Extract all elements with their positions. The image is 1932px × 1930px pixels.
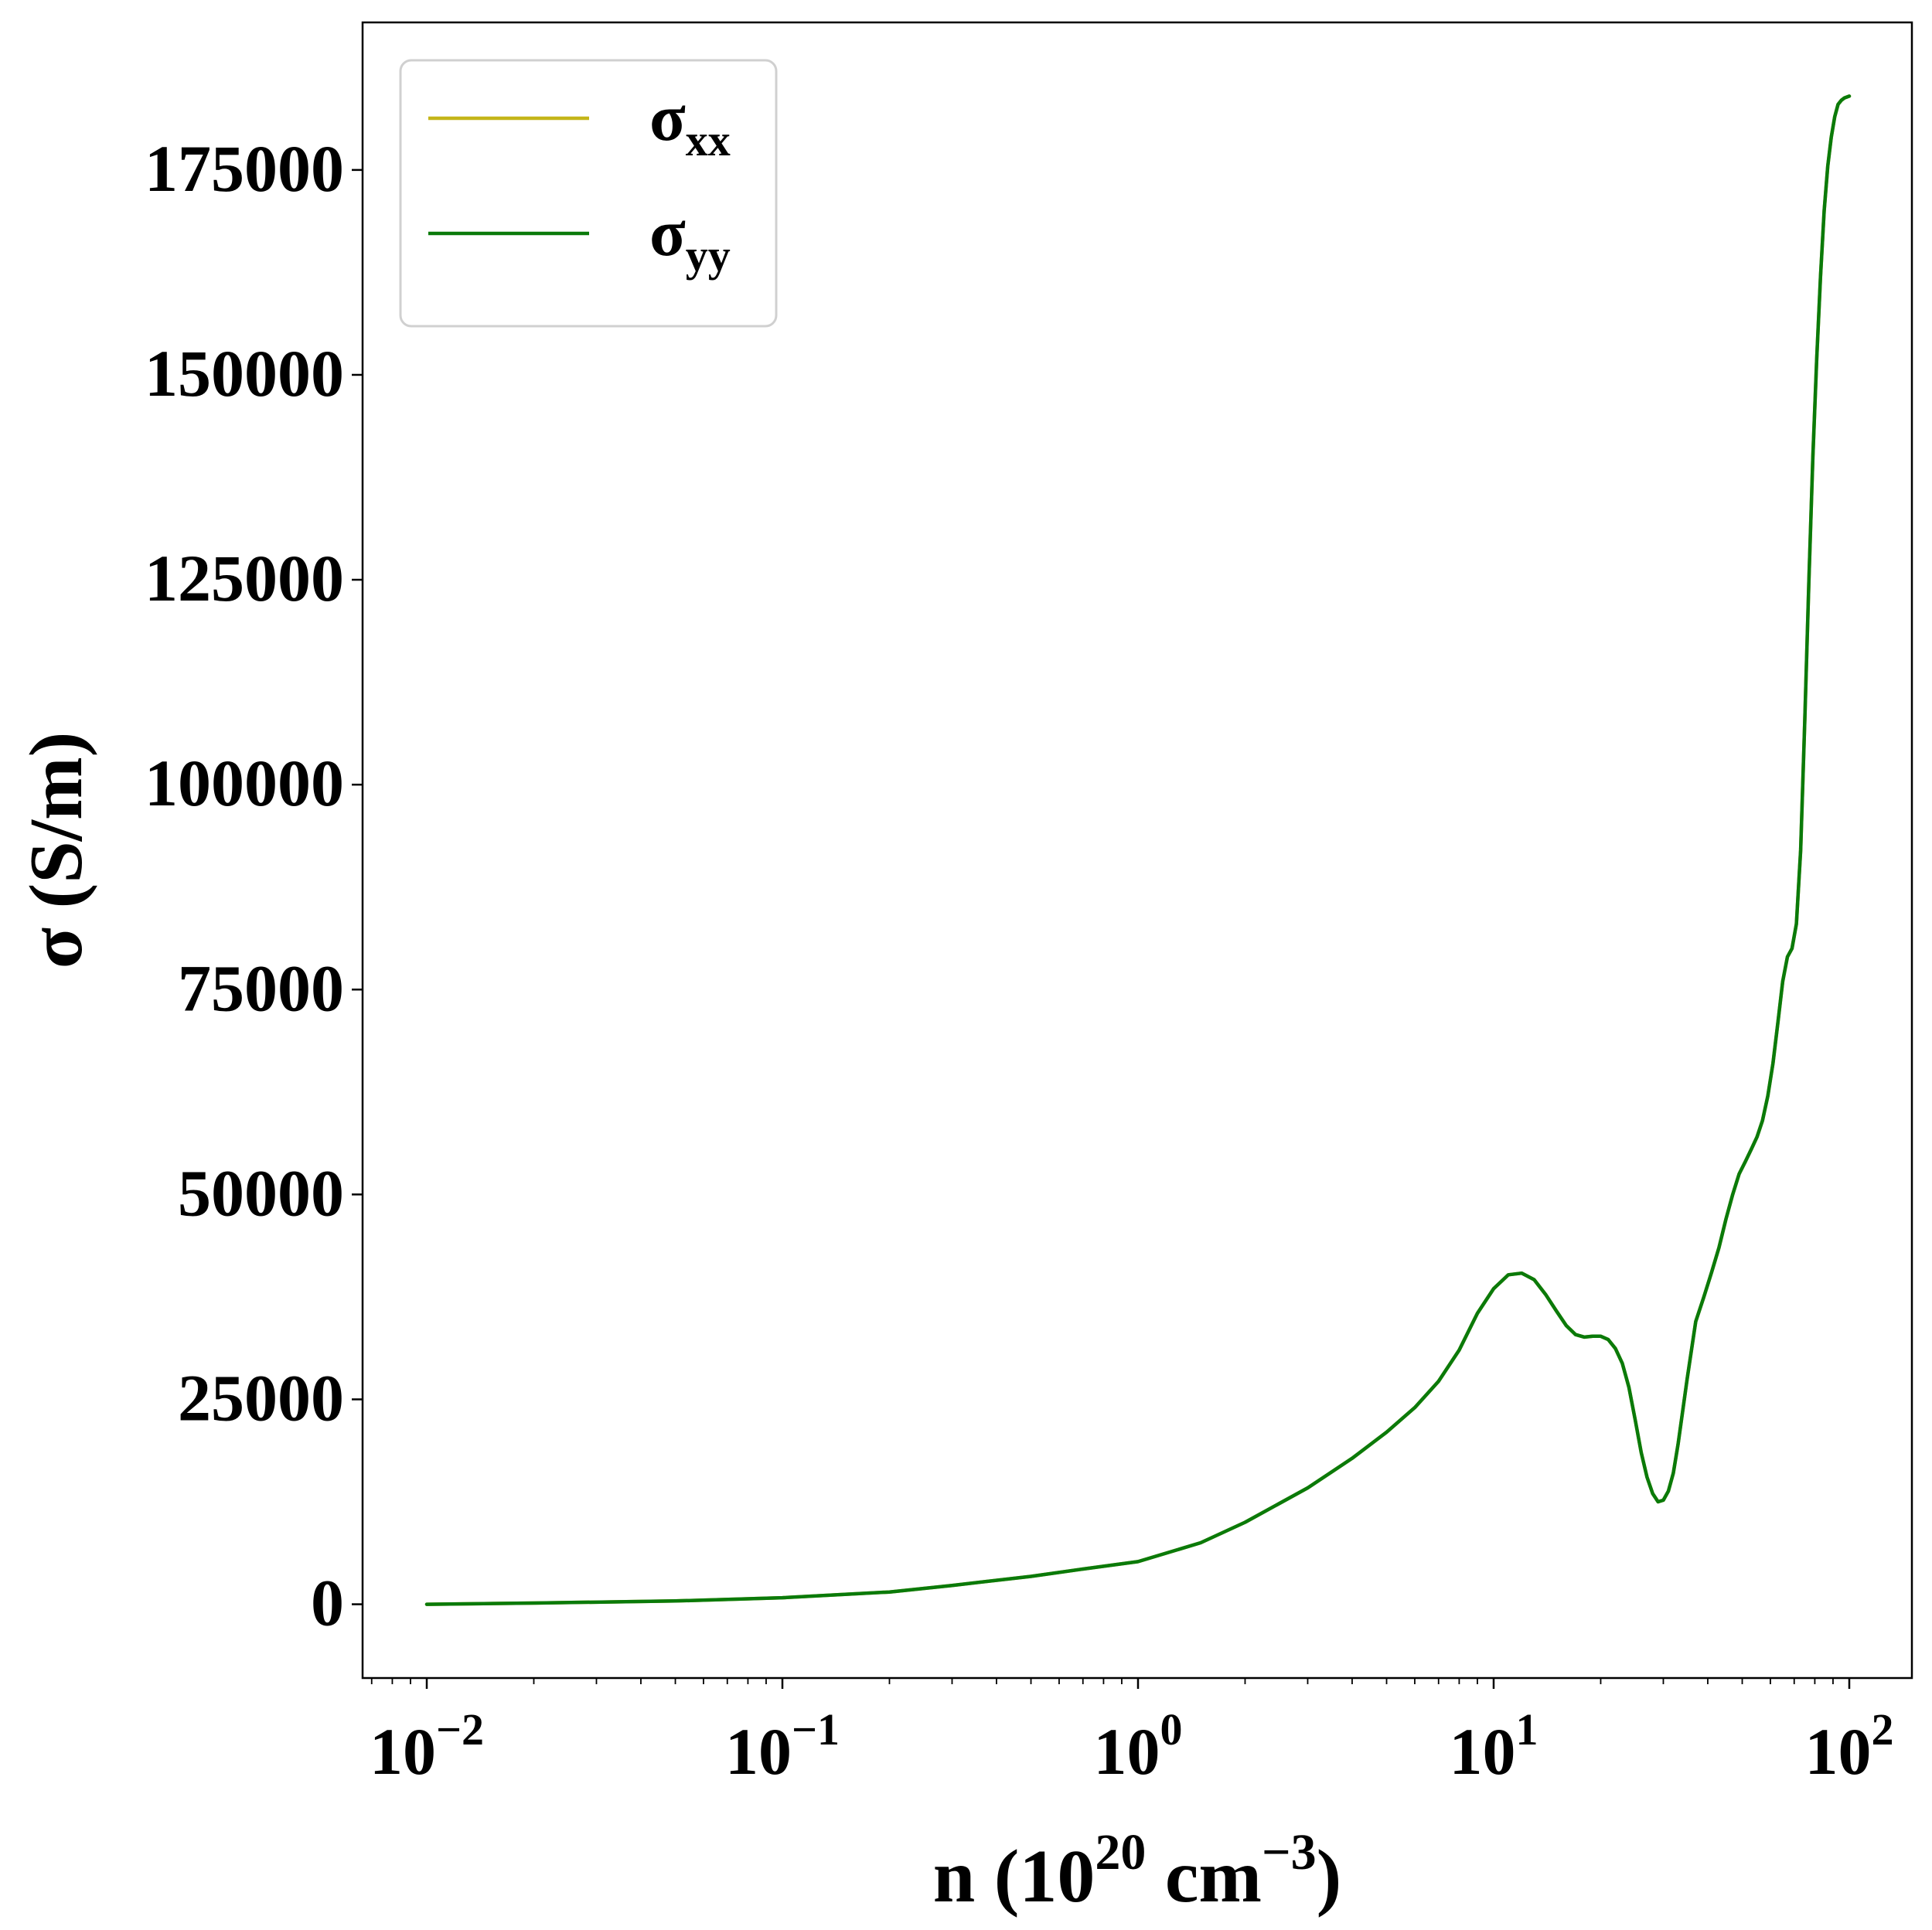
axes-layer: 0 25000 50000 75000 100000 125000 150000 175000… <box>145 21 1913 1789</box>
y-axis-label: σ (S/m) <box>15 732 98 968</box>
series-line-sigma-yy <box>424 94 1852 1606</box>
y-tick-label: 175000 <box>145 131 344 206</box>
x-tick-label: 102 <box>1804 1704 1893 1789</box>
y-tick-label: 150000 <box>145 336 344 410</box>
x-axis-label: n (1020 cm−3) <box>933 1824 1342 1918</box>
legend: σxx σyy <box>399 59 778 328</box>
axis-labels-layer: n (1020 cm−3) σ (S/m) <box>15 732 1341 1918</box>
legend-box <box>399 59 778 328</box>
y-tick-label: 25000 <box>178 1360 344 1435</box>
y-tick-label: 100000 <box>145 746 344 820</box>
y-tick-label: 0 <box>311 1566 344 1640</box>
y-tick-label: 75000 <box>178 951 344 1025</box>
y-tick-label: 125000 <box>145 541 344 615</box>
legend-label: σxx <box>649 80 731 165</box>
legend-label: σyy <box>649 196 731 281</box>
x-tick-label: 100 <box>1094 1704 1183 1789</box>
x-tick-label: 10−2 <box>370 1704 484 1789</box>
x-tick-label: 10−1 <box>725 1704 840 1789</box>
x-tick-label: 101 <box>1450 1704 1538 1789</box>
y-tick-label: 50000 <box>178 1156 344 1230</box>
lines-layer <box>424 94 1852 1606</box>
